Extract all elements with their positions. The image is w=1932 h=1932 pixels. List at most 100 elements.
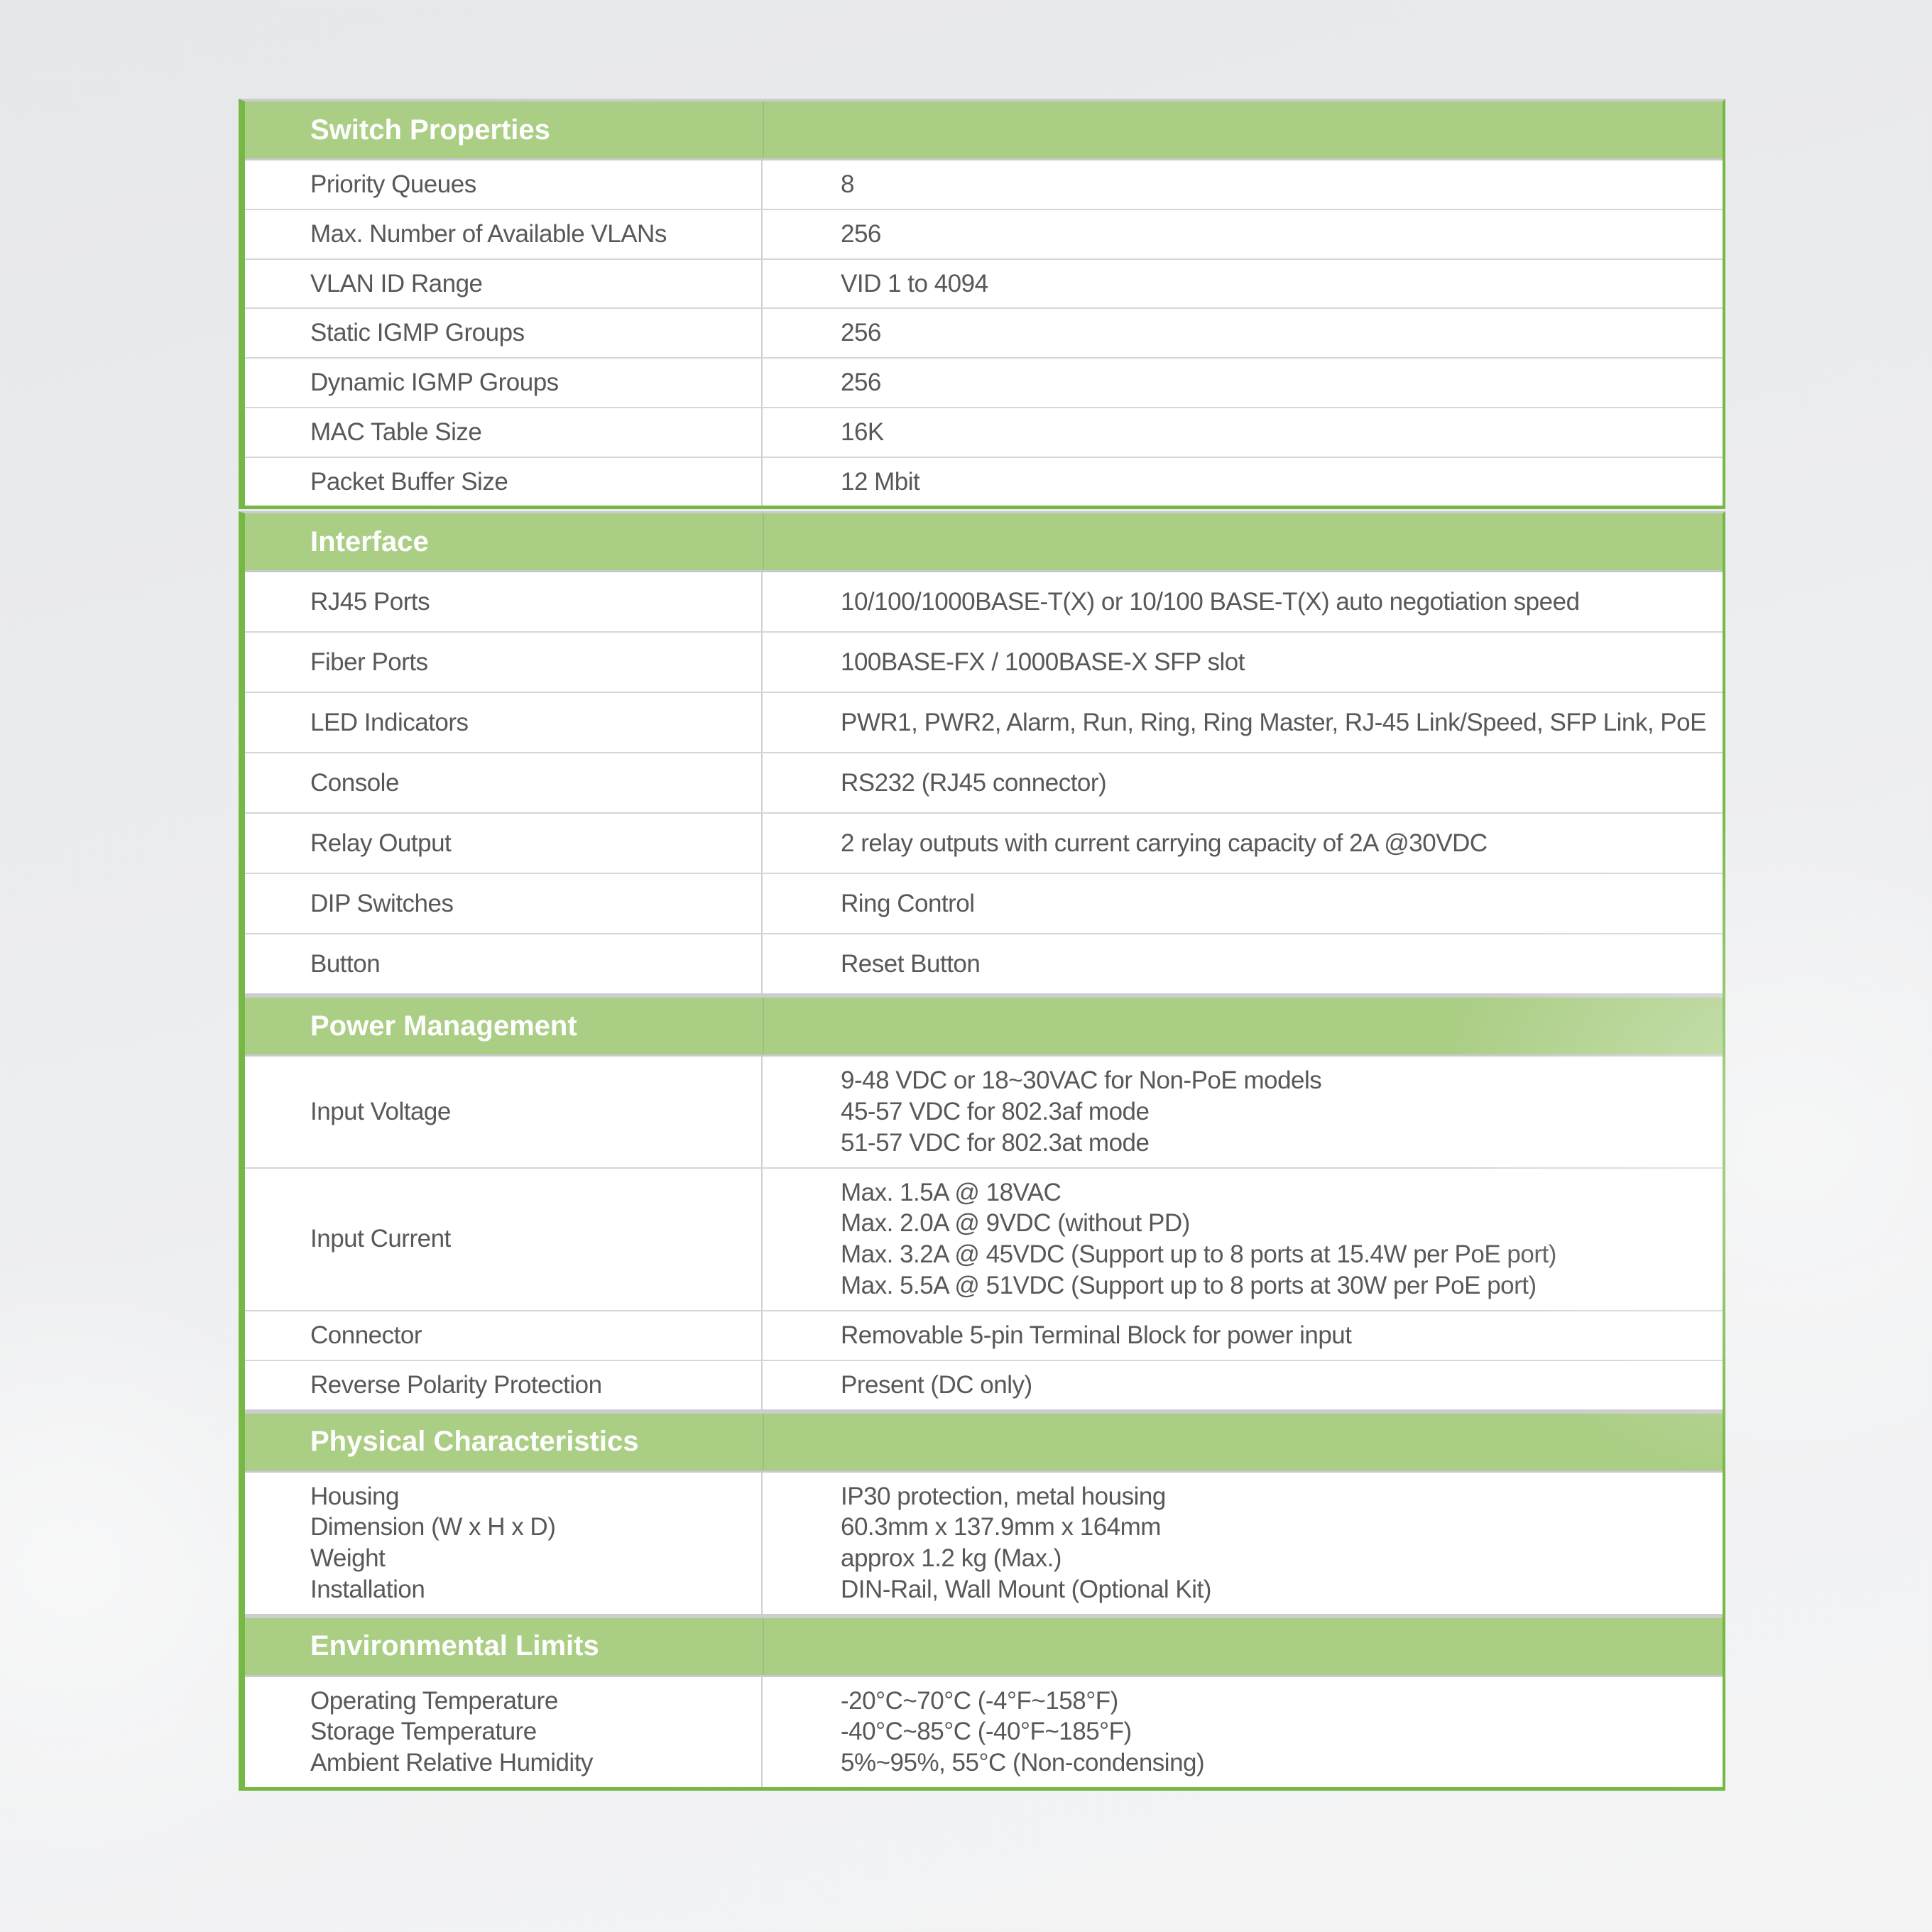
row-label-cell: Housing Dimension (W x H x D) Weight Instal…	[245, 1472, 763, 1614]
table-row: Relay Output 2 relay outputs with current…	[245, 812, 1723, 873]
table-row: DIP Switches Ring Control	[245, 873, 1723, 934]
row-value-line: Reset Button	[841, 949, 981, 978]
row-value-line: Present (DC only)	[841, 1370, 1032, 1399]
row-value-line: -20°C~70°C (-4°F~158°F)	[841, 1686, 1118, 1715]
row-value-cell: 256	[763, 309, 1723, 357]
section-title: Interface	[310, 525, 429, 557]
row-value-line: Removable 5-pin Terminal Block for power…	[841, 1321, 1352, 1349]
row-value-line: Max. 3.2A @ 45VDC (Support up to 8 ports…	[841, 1240, 1556, 1268]
row-value-cell: Max. 1.5A @ 18VAC Max. 2.0A @ 9VDC (witho…	[763, 1169, 1723, 1310]
row-value-cell: RS232 (RJ45 connector)	[763, 753, 1723, 812]
row-value-cell: Reset Button	[763, 934, 1723, 993]
row-value-line: RS232 (RJ45 connector)	[841, 768, 1107, 797]
row-value-cell: VID 1 to 4094	[763, 260, 1723, 308]
row-value-line: VID 1 to 4094	[841, 269, 988, 298]
table-row: Operating Temperature Storage Temperature…	[245, 1676, 1723, 1787]
row-value-cell: Removable 5-pin Terminal Block for power…	[763, 1311, 1723, 1360]
row-label-line: Dimension (W x H x D)	[310, 1513, 556, 1541]
section-header-physical-characteristics: Physical Characteristics	[245, 1413, 1723, 1473]
row-label-line: Housing	[310, 1482, 399, 1510]
row-label-line: Dynamic IGMP Groups	[310, 369, 559, 396]
spec-sheet-table: Switch Properties Priority Queues 8 Max. Nu…	[239, 99, 1725, 1791]
row-value-cell: 9-48 VDC or 18~30VAC for Non-PoE models 4…	[763, 1057, 1723, 1167]
row-label-line: VLAN ID Range	[310, 269, 483, 298]
row-label-line: LED Indicators	[310, 708, 469, 736]
row-label-cell: Input Voltage	[245, 1057, 763, 1167]
row-value-cell: 256	[763, 210, 1723, 258]
section-header-power-management: Power Management	[245, 998, 1723, 1057]
table-row: MAC Table Size 16K	[245, 406, 1723, 457]
row-value-line: 16K	[841, 417, 884, 446]
row-value-line: Ring Control	[841, 889, 975, 917]
row-label-cell: Fiber Ports	[245, 633, 763, 692]
row-label-line: Static IGMP Groups	[310, 319, 525, 347]
row-label-cell: Max. Number of Available VLANs	[245, 209, 763, 258]
section-title: Power Management	[310, 1010, 577, 1042]
table-row: VLAN ID Range VID 1 to 4094	[245, 258, 1723, 308]
section-environmental-limits: Environmental Limits Operating Temperatur…	[245, 1613, 1723, 1787]
section-header-interface: Interface	[245, 513, 1723, 573]
row-label-line: RJ45 Ports	[310, 587, 430, 616]
table-row: Packet Buffer Size 12 Mbit	[245, 456, 1723, 506]
row-value-line: 2 relay outputs with current carrying ca…	[841, 829, 1488, 857]
section-physical-characteristics: Physical Characteristics Housing Dimension…	[245, 1409, 1723, 1614]
row-label-cell: Static IGMP Groups	[245, 309, 763, 357]
row-label-line: DIP Switches	[310, 889, 454, 917]
section-header-switch-properties: Switch Properties	[245, 102, 1723, 160]
row-value-cell: PWR1, PWR2, Alarm, Run, Ring, Ring Maste…	[763, 693, 1723, 752]
row-value-cell: 10/100/1000BASE-T(X) or 10/100 BASE-T(X)…	[763, 572, 1723, 631]
row-value-line: -40°C~85°C (-40°F~185°F)	[841, 1718, 1132, 1746]
table-row: Console RS232 (RJ45 connector)	[245, 752, 1723, 813]
row-label-line: MAC Table Size	[310, 417, 482, 446]
row-label-cell: Console	[245, 753, 763, 813]
section-title: Physical Characteristics	[310, 1426, 639, 1457]
row-label-cell: Dynamic IGMP Groups	[245, 359, 763, 407]
row-value-line: 100BASE-FX / 1000BASE-X SFP slot	[841, 648, 1245, 676]
row-label-line: Packet Buffer Size	[310, 467, 508, 496]
table-row: Housing Dimension (W x H x D) Weight Instal…	[245, 1472, 1723, 1614]
row-label-line: Weight	[310, 1544, 386, 1572]
section-title: Environmental Limits	[310, 1630, 599, 1661]
row-label-cell: Reverse Polarity Protection	[245, 1360, 763, 1409]
table-row: Button Reset Button	[245, 933, 1723, 994]
row-value-line: 45-57 VDC for 802.3af mode	[841, 1098, 1150, 1125]
section-header-environmental-limits: Environmental Limits	[245, 1617, 1723, 1677]
row-label-line: Ambient Relative Humidity	[310, 1749, 593, 1777]
row-value-line: 9-48 VDC or 18~30VAC for Non-PoE models	[841, 1066, 1322, 1095]
row-label-cell: VLAN ID Range	[245, 259, 763, 308]
row-value-cell: Ring Control	[763, 874, 1723, 933]
row-value-cell: 2 relay outputs with current carrying ca…	[763, 814, 1723, 873]
row-label-line: Button	[310, 949, 381, 978]
row-label-line: Connector	[310, 1321, 422, 1349]
row-value-line: Max. 1.5A @ 18VAC	[841, 1178, 1061, 1206]
row-value-line: 10/100/1000BASE-T(X) or 10/100 BASE-T(X)…	[841, 587, 1580, 616]
row-label-line: Input Current	[310, 1225, 451, 1253]
row-value-line: IP30 protection, metal housing	[841, 1482, 1166, 1510]
table-row: Dynamic IGMP Groups 256	[245, 357, 1723, 407]
row-value-line: PWR1, PWR2, Alarm, Run, Ring, Ring Maste…	[841, 708, 1706, 736]
row-value-line: approx 1.2 kg (Max.)	[841, 1544, 1061, 1572]
row-value-line: 12 Mbit	[841, 467, 920, 496]
section-power-management: Power Management Input Voltage 9-48 VDC or…	[245, 993, 1723, 1409]
row-value-cell: 12 Mbit	[763, 458, 1723, 506]
row-value-line: DIN-Rail, Wall Mount (Optional Kit)	[841, 1575, 1211, 1603]
row-label-cell: MAC Table Size	[245, 408, 763, 457]
row-label-cell: Relay Output	[245, 814, 763, 873]
row-label-line: Fiber Ports	[310, 648, 428, 676]
row-value-line: Max. 5.5A @ 51VDC (Support up to 8 ports…	[841, 1271, 1537, 1299]
row-value-cell: 256	[763, 359, 1723, 407]
table-row: Priority Queues 8	[245, 160, 1723, 209]
table-row: Max. Number of Available VLANs 256	[245, 208, 1723, 258]
row-label-line: Priority Queues	[310, 170, 476, 198]
row-label-cell: Priority Queues	[245, 160, 763, 209]
row-label-line: Relay Output	[310, 829, 452, 857]
table-row: Fiber Ports 100BASE-FX / 1000BASE-X SFP s…	[245, 631, 1723, 692]
row-value-cell: Present (DC only)	[763, 1361, 1723, 1409]
details-box: Interface RJ45 Ports 10/100/1000BASE-T(X) …	[239, 511, 1725, 1791]
row-label-line: Installation	[310, 1575, 425, 1603]
row-value-line: 60.3mm x 137.9mm x 164mm	[841, 1513, 1161, 1541]
row-label-cell: Packet Buffer Size	[245, 457, 763, 506]
table-row: Input Current Max. 1.5A @ 18VAC Max. 2.0A …	[245, 1167, 1723, 1310]
table-row: Static IGMP Groups 256	[245, 307, 1723, 357]
row-value-line: Max. 2.0A @ 9VDC (without PD)	[841, 1209, 1190, 1238]
